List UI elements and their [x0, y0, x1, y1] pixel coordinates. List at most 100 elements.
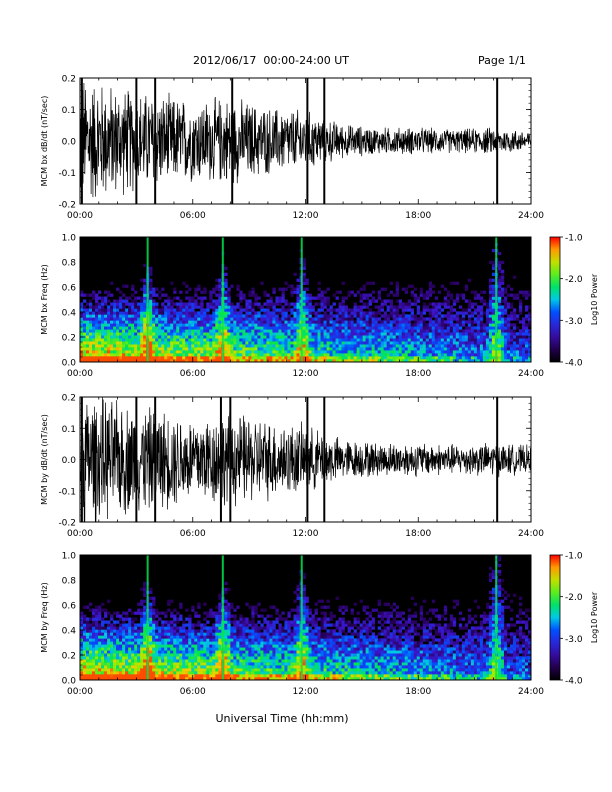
- spectrogram-cell: [338, 314, 342, 318]
- spectrogram-cell: [197, 602, 201, 606]
- spectrogram-cell: [461, 344, 466, 348]
- spectrogram-cell: [242, 347, 246, 351]
- spectrogram-cell: [194, 665, 198, 669]
- spectrogram-cell: [266, 308, 270, 312]
- spectrogram-cell: [512, 344, 517, 348]
- spectrogram-cell: [353, 326, 357, 330]
- spectrogram-cell: [158, 341, 162, 345]
- spectrogram-cell: [347, 350, 351, 354]
- spectrogram-cell: [95, 359, 99, 363]
- spectrogram-cell: [524, 308, 529, 312]
- spectrogram-cell: [491, 314, 496, 318]
- spectrogram-cell: [371, 347, 375, 351]
- spectrogram-cell: [236, 605, 240, 609]
- spectrogram-cell: [248, 353, 252, 357]
- spectrogram-cell: [197, 356, 201, 360]
- spectrogram-cell: [218, 635, 222, 639]
- spectrogram-cell: [101, 311, 105, 315]
- spectrogram-cell: [272, 320, 276, 324]
- spectrogram-cell: [281, 305, 285, 309]
- spectrogram-cell: [335, 326, 339, 330]
- spectrogram-cell: [506, 338, 511, 342]
- spectrogram-cell: [254, 326, 258, 330]
- spectrogram-cell: [293, 314, 297, 318]
- spectrogram-cell: [176, 668, 180, 672]
- spectrogram-cell: [230, 335, 234, 339]
- spectrogram-cell: [338, 332, 342, 336]
- spectrogram-cell: [476, 305, 481, 309]
- spectrogram-cell: [248, 326, 252, 330]
- spectrogram-cell: [167, 308, 171, 312]
- spectrogram-cell: [425, 350, 430, 354]
- spectrogram-cell: [353, 356, 357, 360]
- spectrogram-cell: [200, 632, 204, 636]
- spectrogram-cell: [362, 326, 366, 330]
- spectrogram-cell: [260, 359, 264, 363]
- spectrogram-cell: [113, 311, 117, 315]
- spectrogram-cell: [182, 629, 186, 633]
- spectrogram-cell: [122, 647, 126, 651]
- spectrogram-cell: [179, 338, 183, 342]
- spectrogram-cell: [80, 347, 84, 351]
- spectrogram-cell: [266, 329, 270, 333]
- spectrogram-cell: [191, 302, 195, 306]
- spectrogram-cell: [500, 353, 505, 357]
- spectrogram-cell: [194, 629, 198, 633]
- spectrogram-cell: [227, 359, 231, 363]
- spectrogram-cell: [212, 305, 216, 309]
- spectrogram-cell: [263, 356, 267, 360]
- spectrogram-cell: [155, 293, 159, 297]
- spectrogram-cell: [128, 629, 132, 633]
- spectrogram-cell: [188, 350, 192, 354]
- spectrogram-cell: [197, 614, 201, 618]
- spectrogram-cell: [113, 611, 117, 615]
- spectrogram-cell: [215, 287, 219, 291]
- spectrogram-cell: [140, 614, 144, 618]
- spectrogram-cell: [395, 329, 400, 333]
- spectrogram-cell: [320, 338, 324, 342]
- spectrogram-cell: [134, 320, 138, 324]
- spectrogram-cell: [134, 626, 138, 630]
- spectrogram-cell: [395, 305, 400, 309]
- spectrogram-cell: [365, 320, 369, 324]
- spectrogram-cell: [245, 653, 249, 657]
- spectrogram-cell: [305, 323, 309, 327]
- spectrogram-cell: [236, 293, 240, 297]
- spectrogram-cell: [98, 626, 102, 630]
- spectrogram-cell: [455, 335, 460, 339]
- spectrogram-cell: [149, 668, 153, 672]
- spectrogram-cell: [482, 353, 487, 357]
- spectrogram-cell: [215, 632, 219, 636]
- spectrogram-cell: [233, 326, 237, 330]
- spectrogram-cell: [98, 359, 102, 363]
- spectrogram-cell: [176, 335, 180, 339]
- spectrogram-cell: [212, 677, 216, 681]
- spectrogram-cell: [425, 290, 430, 294]
- spectrogram-cell: [119, 317, 123, 321]
- spectrogram-cell: [500, 281, 505, 285]
- spectrogram-cell: [107, 671, 111, 675]
- spectrogram-cell: [203, 656, 207, 660]
- spectrogram-cell: [128, 623, 132, 627]
- spectrogram-cell: [122, 650, 126, 654]
- spectrogram-cell: [287, 320, 291, 324]
- spectrogram-cell: [233, 614, 237, 618]
- spectrogram-cell: [467, 353, 472, 357]
- spectrogram-cell: [239, 353, 243, 357]
- spectrogram-cell: [89, 341, 93, 345]
- spectrogram-cell: [152, 338, 156, 342]
- spectrogram-cell: [167, 659, 171, 663]
- spectrogram-cell: [143, 608, 147, 612]
- spectrogram-cell: [368, 320, 372, 324]
- spectrogram-cell: [509, 335, 514, 339]
- spectrogram-cell: [461, 293, 466, 297]
- y-tick-label: 0.0: [62, 359, 77, 369]
- spectrogram-cell: [278, 356, 282, 360]
- spectrogram-cell: [128, 620, 132, 624]
- spectrogram-cell: [209, 332, 213, 336]
- spectrogram-cell: [215, 653, 219, 657]
- spectrogram-cell: [92, 614, 96, 618]
- spectrogram-cell: [476, 359, 481, 363]
- spectrogram-cell: [323, 350, 327, 354]
- spectrogram-cell: [467, 317, 472, 321]
